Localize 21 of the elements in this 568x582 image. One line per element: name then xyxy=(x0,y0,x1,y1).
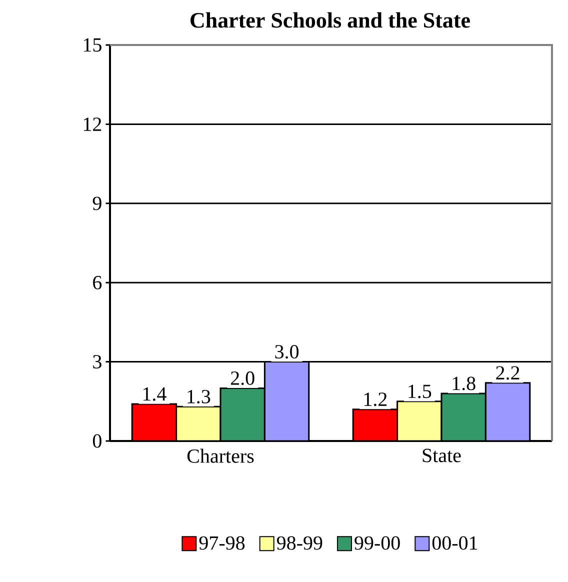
x-tick-label: Charters xyxy=(187,448,254,463)
y-tick-label: 6 xyxy=(93,276,102,290)
y-tick-label: 0 xyxy=(92,434,102,448)
x-tick-label: State xyxy=(422,448,461,462)
y-tick-label: 15 xyxy=(84,38,102,52)
data-label: 1.2 xyxy=(364,392,387,406)
data-label: 1.4 xyxy=(143,387,166,401)
data-label: 1.8 xyxy=(452,376,476,390)
chart-title: Charter Schools and the State xyxy=(190,12,470,28)
data-label: 2.0 xyxy=(230,371,254,385)
y-tick-label: 3 xyxy=(93,355,102,369)
data-label: 3.0 xyxy=(275,345,299,359)
data-label: 1.3 xyxy=(188,390,210,404)
y-tick-label: 9 xyxy=(92,196,102,210)
legend-label: 99-00 xyxy=(354,536,400,550)
legend-label: 00-01 xyxy=(432,536,478,550)
data-label: 2.2 xyxy=(496,366,520,380)
y-tick-label: 12 xyxy=(84,118,102,131)
data-label: 1.5 xyxy=(408,384,432,398)
legend-label: 97-98 xyxy=(199,536,245,550)
legend-label: 98-99 xyxy=(276,536,322,550)
